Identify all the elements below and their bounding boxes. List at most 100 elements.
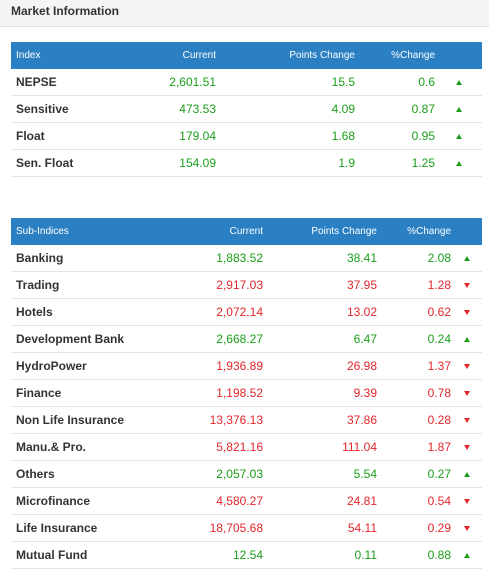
pct-change: 1.28 [377, 271, 451, 299]
triangle-up-icon [455, 161, 462, 167]
arrow-down-icon [451, 406, 482, 434]
points-change: 5.54 [263, 460, 377, 488]
col-header-current: Current [154, 42, 216, 69]
col-header-points-change: Points Change [263, 218, 377, 245]
col-header-index: Index [11, 42, 154, 69]
pct-change: 1.87 [377, 433, 451, 461]
triangle-down-icon [463, 526, 470, 532]
col-header-current: Current [166, 218, 263, 245]
col-header-pct-change: %Change [377, 218, 451, 245]
triangle-down-icon [463, 418, 470, 424]
index-row: NEPSE 2,601.51 15.5 0.6 [11, 69, 482, 96]
arrow-down-icon [451, 352, 482, 380]
triangle-up-icon [463, 553, 470, 559]
triangle-up-icon [455, 80, 462, 86]
current-value: 1,883.52 [166, 245, 263, 272]
index-row: Sen. Float 154.09 1.9 1.25 [11, 149, 482, 177]
col-header-pct-change: %Change [355, 42, 435, 69]
points-change: 37.95 [263, 271, 377, 299]
arrow-up-icon [435, 69, 482, 96]
arrow-up-icon [451, 460, 482, 488]
triangle-up-icon [463, 256, 470, 262]
pct-change: 0.88 [377, 541, 451, 569]
col-header-arrow [451, 218, 482, 245]
points-change: 26.98 [263, 352, 377, 380]
points-change: 4.09 [216, 95, 355, 123]
triangle-down-icon [463, 310, 470, 316]
current-value: 2,668.27 [166, 325, 263, 353]
page-title: Market Information [11, 4, 120, 18]
pct-change: 0.95 [355, 122, 435, 150]
pct-change: 0.54 [377, 487, 451, 515]
arrow-up-icon [435, 149, 482, 177]
index-table-header: Index Current Points Change %Change [11, 42, 482, 69]
index-table: Index Current Points Change %Change NEPS… [11, 42, 482, 177]
points-change: 1.68 [216, 122, 355, 150]
index-name: Microfinance [11, 487, 166, 515]
arrow-down-icon [451, 379, 482, 407]
subindex-row: Hotels 2,072.14 13.02 0.62 [11, 298, 482, 326]
current-value: 13,376.13 [166, 406, 263, 434]
subindex-row: Development Bank 2,668.27 6.47 0.24 [11, 325, 482, 353]
points-change: 24.81 [263, 487, 377, 515]
index-name: Finance [11, 379, 166, 407]
triangle-down-icon [463, 445, 470, 451]
pct-change: 0.6 [355, 69, 435, 96]
pct-change: 1.37 [377, 352, 451, 380]
index-name: Non Life Insurance [11, 406, 166, 434]
subindex-row: Non Life Insurance 13,376.13 37.86 0.28 [11, 406, 482, 434]
pct-change: 1.25 [355, 149, 435, 177]
col-header-points-change: Points Change [216, 42, 355, 69]
current-value: 179.04 [154, 122, 216, 150]
subindex-row: HydroPower 1,936.89 26.98 1.37 [11, 352, 482, 380]
current-value: 2,072.14 [166, 298, 263, 326]
arrow-down-icon [451, 487, 482, 515]
arrow-down-icon [451, 433, 482, 461]
current-value: 154.09 [154, 149, 216, 177]
arrow-down-icon [451, 298, 482, 326]
current-value: 12.54 [166, 541, 263, 569]
subindex-table: Sub-Indices Current Points Change %Chang… [11, 218, 482, 569]
index-name: Others [11, 460, 166, 488]
arrow-up-icon [435, 122, 482, 150]
triangle-down-icon [463, 364, 470, 370]
subindex-row: Trading 2,917.03 37.95 1.28 [11, 271, 482, 299]
triangle-down-icon [463, 283, 470, 289]
current-value: 18,705.68 [166, 514, 263, 542]
triangle-up-icon [455, 134, 462, 140]
arrow-up-icon [435, 95, 482, 123]
current-value: 1,198.52 [166, 379, 263, 407]
index-name: Life Insurance [11, 514, 166, 542]
triangle-up-icon [455, 107, 462, 113]
points-change: 1.9 [216, 149, 355, 177]
points-change: 111.04 [263, 433, 377, 461]
subindex-row: Finance 1,198.52 9.39 0.78 [11, 379, 482, 407]
panel-header: Market Information [0, 0, 489, 27]
pct-change: 0.27 [377, 460, 451, 488]
triangle-down-icon [463, 391, 470, 397]
subindex-row: Manu.& Pro. 5,821.16 111.04 1.87 [11, 433, 482, 461]
index-row: Float 179.04 1.68 0.95 [11, 122, 482, 150]
arrow-up-icon [451, 245, 482, 272]
arrow-up-icon [451, 325, 482, 353]
pct-change: 0.62 [377, 298, 451, 326]
subindex-table-header: Sub-Indices Current Points Change %Chang… [11, 218, 482, 245]
current-value: 4,580.27 [166, 487, 263, 515]
triangle-down-icon [463, 499, 470, 505]
subindex-row: Microfinance 4,580.27 24.81 0.54 [11, 487, 482, 515]
index-name: HydroPower [11, 352, 166, 380]
arrow-down-icon [451, 514, 482, 542]
index-name: Float [11, 122, 154, 150]
pct-change: 0.28 [377, 406, 451, 434]
subindex-row: Mutual Fund 12.54 0.11 0.88 [11, 541, 482, 569]
index-name: Hotels [11, 298, 166, 326]
points-change: 54.11 [263, 514, 377, 542]
points-change: 0.11 [263, 541, 377, 569]
col-header-arrow [435, 42, 482, 69]
triangle-up-icon [463, 472, 470, 478]
points-change: 13.02 [263, 298, 377, 326]
index-name: NEPSE [11, 69, 154, 96]
points-change: 38.41 [263, 245, 377, 272]
current-value: 2,917.03 [166, 271, 263, 299]
index-name: Manu.& Pro. [11, 433, 166, 461]
